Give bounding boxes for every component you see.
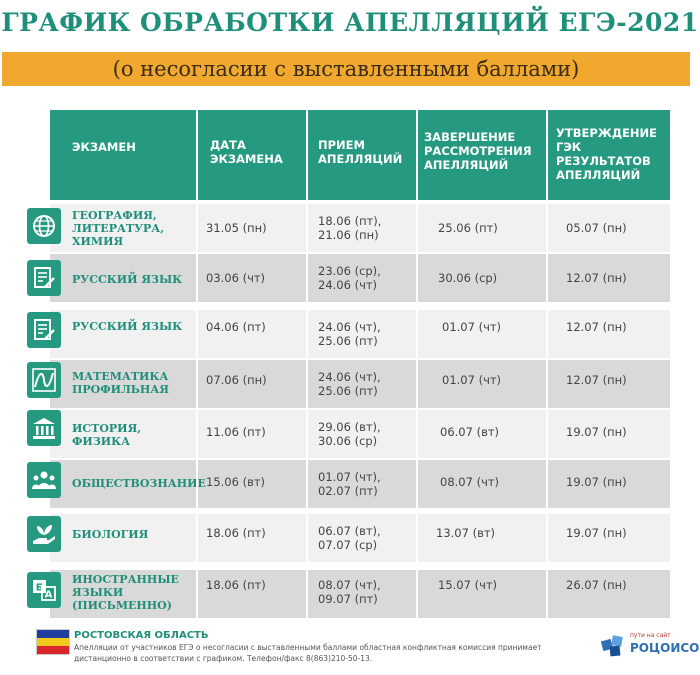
rotsoiso-logo: пути на сайт РОЦОИСО [600, 632, 699, 658]
complete-date: 30.06 (ср) [438, 271, 498, 285]
approve-date: 05.07 (пн) [566, 221, 627, 235]
complete-date: 06.07 (вт) [440, 425, 500, 439]
exam-date: 07.06 (пн) [206, 373, 267, 387]
hand-plant-icon [27, 516, 61, 552]
table-row: РУССКИЙ ЯЗЫК 03.06 (чт) 23.06 (ср), 24.0… [50, 254, 670, 302]
document-pen-icon [27, 260, 61, 296]
svg-text:A: A [45, 590, 53, 601]
graph-icon [27, 362, 61, 398]
svg-text:Б: Б [36, 583, 44, 594]
exam-date: 31.05 (пн) [206, 221, 267, 235]
exam-date: 15.06 (вт) [206, 475, 266, 489]
accept-dates: 29.06 (вт), 30.06 (ср) [318, 420, 381, 448]
complete-date: 01.07 (чт) [442, 373, 502, 387]
exam-name: ИСТОРИЯ, ФИЗИКА [72, 422, 142, 448]
header-divider [196, 110, 198, 200]
table-row: РУССКИЙ ЯЗЫК 04.06 (пт) 24.06 (чт), 25.0… [50, 310, 670, 358]
complete-date: 08.07 (чт) [440, 475, 500, 489]
region-flag [36, 629, 70, 655]
exam-name: ГЕОГРАФИЯ, ЛИТЕРАТУРА, ХИМИЯ [72, 209, 165, 248]
header-approve: УТВЕРЖДЕНИЕ ГЭК РЕЗУЛЬТАТОВ АПЕЛЛЯЦИЙ [556, 126, 658, 182]
column-divider [306, 204, 308, 618]
exam-date: 18.06 (пт) [206, 578, 266, 592]
exam-name: РУССКИЙ ЯЗЫК [72, 273, 183, 286]
approve-date: 19.07 (пн) [566, 475, 627, 489]
accept-dates: 23.06 (ср), 24.06 (чт) [318, 264, 381, 292]
exam-name: БИОЛОГИЯ [72, 528, 149, 541]
globe-icon [27, 208, 61, 244]
header-divider [416, 110, 418, 200]
accept-dates: 08.07 (чт), 09.07 (пт) [318, 578, 381, 606]
exam-name: ОБЩЕСТВОЗНАНИЕ [72, 477, 206, 490]
header-divider [546, 110, 548, 200]
table-row: БИОЛОГИЯ 18.06 (пт) 06.07 (вт), 07.07 (с… [50, 514, 670, 562]
column-divider [196, 204, 198, 618]
exam-name: ИНОСТРАННЫЕ ЯЗЫКИ (ПИСЬМЕННО) [72, 573, 179, 612]
footer-note: Апелляции от участников ЕГЭ о несогласии… [74, 643, 542, 663]
exam-date: 04.06 (пт) [206, 320, 266, 334]
museum-icon [27, 410, 61, 446]
region-name: РОСТОВСКАЯ ОБЛАСТЬ [74, 630, 209, 641]
accept-dates: 24.06 (чт), 25.06 (пт) [318, 320, 381, 348]
table-row: ГЕОГРАФИЯ, ЛИТЕРАТУРА, ХИМИЯ 31.05 (пн) … [50, 204, 670, 252]
exam-date: 18.06 (пт) [206, 526, 266, 540]
complete-date: 25.06 (пт) [438, 221, 498, 235]
column-divider [416, 204, 418, 618]
table-row: МАТЕМАТИКА ПРОФИЛЬНАЯ 07.06 (пн) 24.06 (… [50, 360, 670, 408]
exam-name: МАТЕМАТИКА ПРОФИЛЬНАЯ [72, 370, 169, 396]
complete-date: 15.07 (чт) [438, 578, 498, 592]
approve-date: 12.07 (пн) [566, 271, 627, 285]
logo-text: РОЦОИСО [630, 641, 700, 655]
document-pen-icon [27, 312, 61, 348]
header-accept: ПРИЕМ АПЕЛЛЯЦИЙ [318, 138, 403, 166]
complete-date: 13.07 (вт) [436, 526, 496, 540]
subtitle-banner [2, 52, 690, 86]
exam-date: 03.06 (чт) [206, 271, 266, 285]
accept-dates: 18.06 (пт), 21.06 (пн) [318, 214, 382, 242]
table-row: ОБЩЕСТВОЗНАНИЕ 15.06 (вт) 01.07 (чт), 02… [50, 460, 670, 508]
complete-date: 01.07 (чт) [442, 320, 502, 334]
table-row: ИНОСТРАННЫЕ ЯЗЫКИ (ПИСЬМЕННО) 18.06 (пт)… [50, 570, 670, 618]
header-divider [306, 110, 308, 200]
accept-dates: 01.07 (чт), 02.07 (пт) [318, 470, 381, 498]
page-title: ГРАФИК ОБРАБОТКИ АПЕЛЛЯЦИЙ ЕГЭ-2021 [1, 8, 699, 37]
exam-name: РУССКИЙ ЯЗЫК [72, 320, 183, 333]
people-icon [27, 462, 61, 498]
table-header: ЭКЗАМЕН ДАТА ЭКЗАМЕНА ПРИЕМ АПЕЛЛЯЦИЙ ЗА… [50, 110, 670, 200]
table-row: ИСТОРИЯ, ФИЗИКА 11.06 (пт) 29.06 (вт), 3… [50, 410, 670, 458]
accept-dates: 06.07 (вт), 07.07 (ср) [318, 524, 381, 552]
header-exam: ЭКЗАМЕН [72, 140, 136, 154]
accept-dates: 24.06 (чт), 25.06 (пт) [318, 370, 381, 398]
header-date: ДАТА ЭКЗАМЕНА [210, 138, 283, 166]
approve-date: 12.07 (пн) [566, 373, 627, 387]
approve-date: 12.07 (пн) [566, 320, 627, 334]
approve-date: 19.07 (пн) [566, 526, 627, 540]
column-divider [546, 204, 548, 618]
page-subtitle: (о несогласии с выставленными баллами) [112, 57, 580, 81]
approve-date: 19.07 (пн) [566, 425, 627, 439]
logo-tagline: пути на сайт [630, 632, 671, 639]
approve-date: 26.07 (пн) [566, 578, 627, 592]
header-complete: ЗАВЕРШЕНИЕ РАССМОТРЕНИЯ АПЕЛЛЯЦИЙ [424, 130, 532, 172]
exam-date: 11.06 (пт) [206, 425, 266, 439]
